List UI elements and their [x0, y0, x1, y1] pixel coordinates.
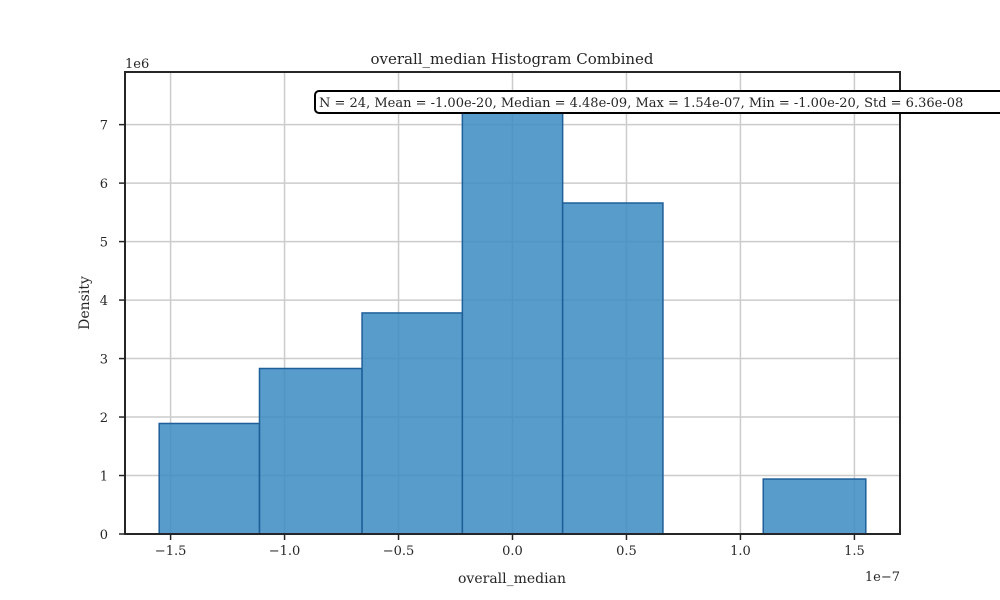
x-tick-label: −1.0 [269, 544, 301, 559]
histogram-bar [762, 478, 867, 535]
stats-annotation: N = 24, Mean = -1.00e-20, Median = 4.48e… [319, 96, 963, 111]
y-tick-label: 7 [100, 119, 108, 134]
x-tick-label: 1.0 [730, 544, 751, 559]
y-tick-label: 5 [100, 236, 108, 251]
x-tick-label: −0.5 [383, 544, 415, 559]
histogram-bar [461, 91, 564, 535]
y-offset-label: 1e6 [125, 57, 149, 72]
x-tick-label: 0.0 [502, 544, 523, 559]
histogram-bars [158, 91, 867, 535]
y-tick-label: 1 [100, 470, 108, 485]
histogram-bar [258, 367, 363, 535]
y-tick-label: 4 [100, 294, 108, 309]
y-tick-label: 2 [100, 411, 108, 426]
histogram-bar [561, 202, 664, 535]
y-tick-label: 6 [100, 177, 108, 192]
y-axis-ticks: 0 1 2 3 4 5 6 7 [100, 119, 125, 543]
histogram-bar [158, 422, 261, 535]
x-axis-ticks: −1.5 −1.0 −0.5 0.0 0.5 1.0 1.5 [155, 534, 865, 559]
y-tick-label: 3 [100, 353, 108, 368]
stats-annotation-box [314, 90, 1000, 114]
x-offset-label: 1e−7 [865, 570, 900, 585]
x-tick-label: 0.5 [616, 544, 637, 559]
x-axis-label: overall_median [458, 571, 566, 587]
y-tick-label: 0 [100, 528, 108, 543]
y-axis-label: Density [77, 276, 93, 330]
x-tick-label: 1.5 [844, 544, 865, 559]
histogram-bar [361, 312, 464, 535]
chart-title: overall_median Histogram Combined [370, 50, 653, 68]
x-tick-label: −1.5 [155, 544, 187, 559]
